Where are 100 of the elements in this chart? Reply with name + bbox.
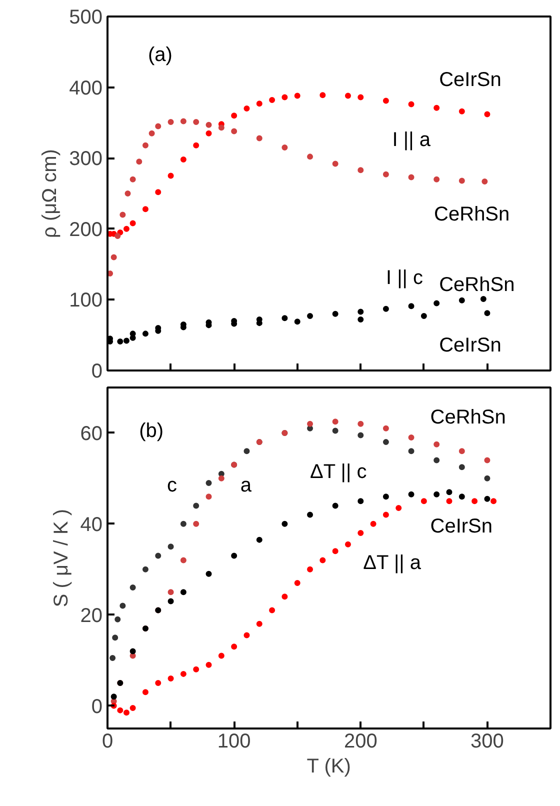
annotation: CeIrSn: [439, 334, 502, 356]
y-tick-label: 0: [91, 360, 102, 382]
point: [120, 212, 126, 218]
point: [332, 428, 338, 434]
point: [434, 457, 440, 464]
point: [484, 475, 490, 482]
point: [256, 620, 262, 627]
point: [155, 680, 162, 686]
point: [396, 504, 402, 511]
point: [206, 480, 212, 486]
point: [282, 144, 288, 150]
annotation: CeIrSn: [430, 516, 493, 538]
point: [110, 694, 117, 700]
point: [142, 566, 148, 572]
point: [382, 494, 389, 500]
point: [480, 296, 486, 302]
point: [180, 520, 186, 527]
point: [408, 101, 414, 108]
point: [358, 498, 364, 504]
point: [168, 598, 174, 604]
point: [218, 652, 224, 659]
point: [307, 420, 314, 427]
point: [231, 552, 238, 559]
point: [124, 190, 131, 196]
point: [180, 118, 186, 124]
point: [114, 616, 121, 622]
point: [256, 100, 262, 107]
point: [218, 124, 224, 131]
x-tick-label: 200: [344, 730, 378, 752]
point: [358, 316, 364, 323]
y-tick-label: 0: [91, 696, 102, 718]
point: [244, 448, 250, 454]
point: [420, 312, 427, 319]
point: [358, 308, 364, 315]
y-tick-label: 20: [80, 604, 103, 627]
point: [180, 156, 186, 163]
point: [155, 123, 162, 130]
point: [142, 142, 148, 148]
x-axis-title: T (K): [306, 756, 351, 778]
x-tick-label: 100: [217, 730, 251, 752]
point: [484, 111, 490, 118]
x-tick-label: 300: [470, 730, 504, 752]
point: [231, 128, 238, 134]
y-tick-label: 300: [69, 148, 103, 170]
point: [332, 310, 338, 317]
point: [244, 106, 250, 112]
y-tick-label: 60: [80, 422, 103, 445]
point: [180, 670, 186, 677]
point: [458, 464, 465, 470]
point: [382, 425, 389, 432]
point: [458, 108, 465, 114]
point: [358, 94, 364, 100]
point: [358, 420, 364, 427]
point: [193, 520, 200, 527]
annotation: CeRhSn: [439, 274, 515, 296]
point: [472, 498, 478, 504]
point: [294, 92, 300, 99]
point: [117, 338, 124, 344]
point: [206, 122, 212, 128]
point: [458, 178, 465, 184]
point: [446, 498, 452, 504]
point: [168, 589, 174, 596]
point: [358, 167, 364, 174]
point: [142, 206, 148, 212]
y-tick-label: 500: [69, 6, 103, 28]
point: [148, 130, 155, 136]
point: [282, 315, 288, 322]
annotation: (a): [148, 44, 172, 66]
point: [408, 491, 414, 498]
point: [244, 632, 250, 638]
point: [420, 498, 427, 504]
point: [482, 178, 488, 184]
point: [408, 448, 414, 454]
point: [320, 92, 326, 98]
point: [294, 580, 300, 586]
point: [408, 434, 414, 441]
point: [180, 557, 186, 564]
point: [484, 457, 490, 464]
point: [206, 662, 212, 668]
point: [168, 118, 174, 125]
point: [193, 666, 200, 672]
point: [382, 171, 389, 178]
point: [370, 520, 376, 527]
point: [256, 536, 262, 543]
point: [434, 176, 440, 182]
point: [231, 112, 238, 119]
point: [168, 544, 174, 550]
point: [382, 306, 389, 312]
point: [332, 548, 338, 554]
point: [294, 318, 300, 325]
point: [458, 494, 465, 500]
point: [117, 707, 124, 714]
point: [193, 118, 200, 125]
annotation: CeRhSn: [434, 203, 510, 226]
point: [206, 494, 212, 500]
annotation: (b): [139, 420, 164, 442]
annotation: CeRhSn: [430, 406, 506, 428]
point: [358, 530, 364, 536]
point: [110, 655, 116, 662]
point: [130, 176, 136, 182]
